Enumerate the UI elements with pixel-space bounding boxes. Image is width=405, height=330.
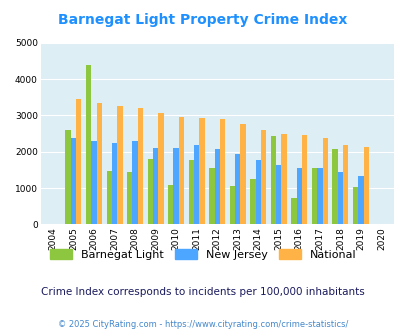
Bar	[316, 168, 322, 224]
Bar	[240, 124, 245, 224]
Bar	[363, 147, 368, 224]
Bar	[173, 148, 178, 224]
Bar	[342, 145, 347, 224]
Bar	[137, 108, 143, 224]
Bar	[291, 198, 296, 224]
Bar	[153, 148, 158, 224]
Bar	[229, 186, 234, 224]
Bar	[281, 134, 286, 224]
Bar	[112, 144, 117, 224]
Text: Barnegat Light Property Crime Index: Barnegat Light Property Crime Index	[58, 13, 347, 27]
Bar	[158, 113, 163, 224]
Bar	[260, 130, 266, 224]
Bar	[147, 159, 153, 224]
Bar	[255, 160, 260, 224]
Bar	[332, 148, 337, 224]
Bar	[91, 141, 96, 224]
Bar	[270, 136, 275, 224]
Bar	[127, 172, 132, 224]
Bar	[86, 65, 91, 224]
Bar	[301, 135, 307, 224]
Bar	[168, 185, 173, 224]
Bar	[357, 176, 363, 224]
Bar	[65, 130, 70, 224]
Bar	[352, 187, 357, 224]
Bar	[132, 141, 137, 224]
Bar	[106, 171, 112, 224]
Bar	[311, 168, 316, 224]
Bar	[249, 179, 255, 224]
Bar	[209, 168, 214, 224]
Bar	[76, 99, 81, 224]
Bar	[178, 117, 184, 224]
Bar	[188, 160, 194, 224]
Bar	[70, 138, 76, 224]
Bar	[214, 148, 220, 224]
Text: Crime Index corresponds to incidents per 100,000 inhabitants: Crime Index corresponds to incidents per…	[41, 287, 364, 297]
Bar	[199, 118, 204, 224]
Bar	[275, 165, 281, 224]
Bar	[234, 154, 240, 224]
Bar	[220, 119, 225, 224]
Legend: Barnegat Light, New Jersey, National: Barnegat Light, New Jersey, National	[45, 245, 360, 264]
Bar	[296, 168, 301, 224]
Bar	[117, 106, 122, 224]
Bar	[96, 103, 102, 224]
Bar	[322, 138, 327, 224]
Bar	[337, 172, 342, 224]
Text: © 2025 CityRating.com - https://www.cityrating.com/crime-statistics/: © 2025 CityRating.com - https://www.city…	[58, 320, 347, 329]
Bar	[194, 146, 199, 224]
